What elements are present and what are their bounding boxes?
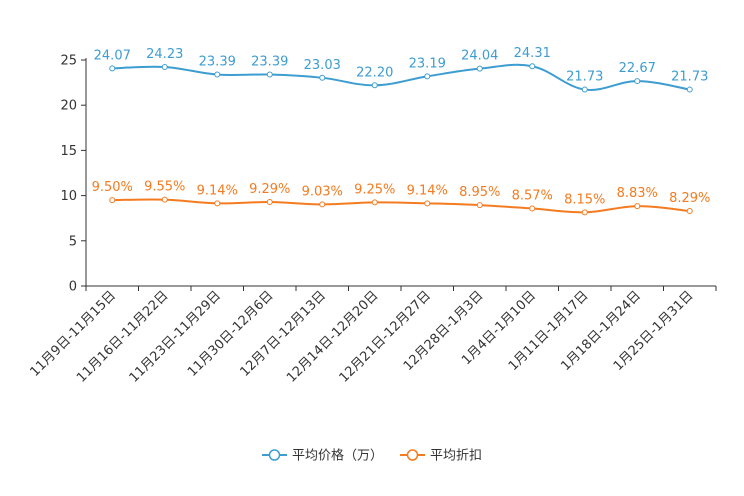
data-label: 23.39: [199, 55, 236, 70]
y-tick-label: 10: [60, 189, 77, 204]
data-label: 24.23: [146, 47, 183, 62]
data-point[interactable]: [371, 82, 378, 89]
data-label: 9.25%: [354, 182, 395, 197]
data-point[interactable]: [529, 63, 536, 70]
series-line: [112, 63, 690, 91]
data-point[interactable]: [319, 74, 326, 81]
data-label: 8.83%: [617, 186, 658, 201]
data-point[interactable]: [161, 196, 168, 203]
x-tick-label: 11月16日-11月22日: [74, 288, 171, 385]
series-1: 24.07 24.23 23.39 23.39 23.03 22.20 23.19 24.04…: [94, 46, 708, 93]
data-point[interactable]: [529, 205, 536, 212]
data-point[interactable]: [686, 86, 693, 93]
data-label: 9.55%: [144, 180, 185, 195]
data-point[interactable]: [161, 63, 168, 70]
data-point[interactable]: [634, 203, 641, 210]
data-label: 22.67: [619, 61, 656, 76]
legend-item-1[interactable]: 平均价格（万）: [262, 448, 383, 464]
series-group: 24.07 24.23 23.39 23.39 23.03 22.20 23.19 24.04…: [92, 46, 710, 216]
data-point[interactable]: [319, 201, 326, 208]
data-point[interactable]: [581, 86, 588, 93]
data-label: 23.39: [251, 55, 288, 70]
legend-label: 平均折扣: [430, 449, 482, 464]
data-label: 21.73: [671, 70, 708, 85]
data-point[interactable]: [109, 197, 116, 204]
legend-circle-icon: [406, 449, 419, 461]
data-point[interactable]: [371, 199, 378, 206]
data-point[interactable]: [266, 199, 273, 206]
data-label: 9.29%: [249, 182, 290, 197]
data-label: 24.07: [94, 48, 131, 63]
x-tick-label: 12月14日-12月20日: [284, 288, 381, 385]
data-label: 23.03: [304, 58, 341, 73]
data-point[interactable]: [424, 73, 431, 80]
data-point[interactable]: [266, 71, 273, 78]
y-tick-label: 15: [60, 144, 77, 159]
legend-item-2[interactable]: 平均折扣: [400, 449, 482, 464]
x-tick-label: 12月21日-12月27日: [337, 288, 434, 385]
data-label: 9.50%: [92, 180, 133, 195]
axes: 0 5 10 15 20 25 11月9日-11月15日11月16日-11月22日11月23…: [27, 54, 717, 386]
x-tick-label: 11月9日-11月15日: [27, 288, 119, 380]
data-point[interactable]: [214, 200, 221, 207]
legend-circle-icon: [268, 449, 281, 461]
y-tick-label: 5: [69, 234, 77, 249]
data-label: 24.04: [461, 49, 498, 64]
data-point[interactable]: [686, 208, 693, 215]
data-label: 9.14%: [407, 183, 448, 198]
data-label: 24.31: [514, 46, 551, 61]
y-tick-label: 0: [69, 280, 77, 295]
data-point[interactable]: [634, 78, 641, 85]
data-label: 9.14%: [197, 183, 238, 198]
data-point[interactable]: [476, 202, 483, 209]
data-label: 8.95%: [459, 185, 500, 200]
data-label: 22.20: [356, 65, 393, 80]
x-tick-label: 11月23日-11月29日: [127, 288, 224, 385]
data-label: 21.73: [566, 70, 603, 85]
legend[interactable]: 平均价格（万） 平均折扣: [262, 448, 482, 464]
data-point[interactable]: [581, 209, 588, 216]
y-tick-label: 25: [60, 54, 77, 69]
legend-label: 平均价格（万）: [292, 448, 383, 464]
series-2: 9.50% 9.55% 9.14% 9.29% 9.03% 9.25% 9.14% 8.95%…: [92, 180, 710, 216]
data-point[interactable]: [424, 200, 431, 207]
y-tick-label: 20: [60, 99, 77, 114]
data-label: 8.57%: [512, 189, 553, 204]
data-label: 8.29%: [669, 191, 710, 206]
data-point[interactable]: [476, 65, 483, 72]
data-point[interactable]: [109, 65, 116, 72]
data-label: 9.03%: [302, 184, 343, 199]
data-point[interactable]: [214, 71, 221, 78]
data-label: 8.15%: [564, 192, 605, 207]
data-label: 23.19: [409, 56, 446, 71]
series-line: [112, 198, 690, 214]
